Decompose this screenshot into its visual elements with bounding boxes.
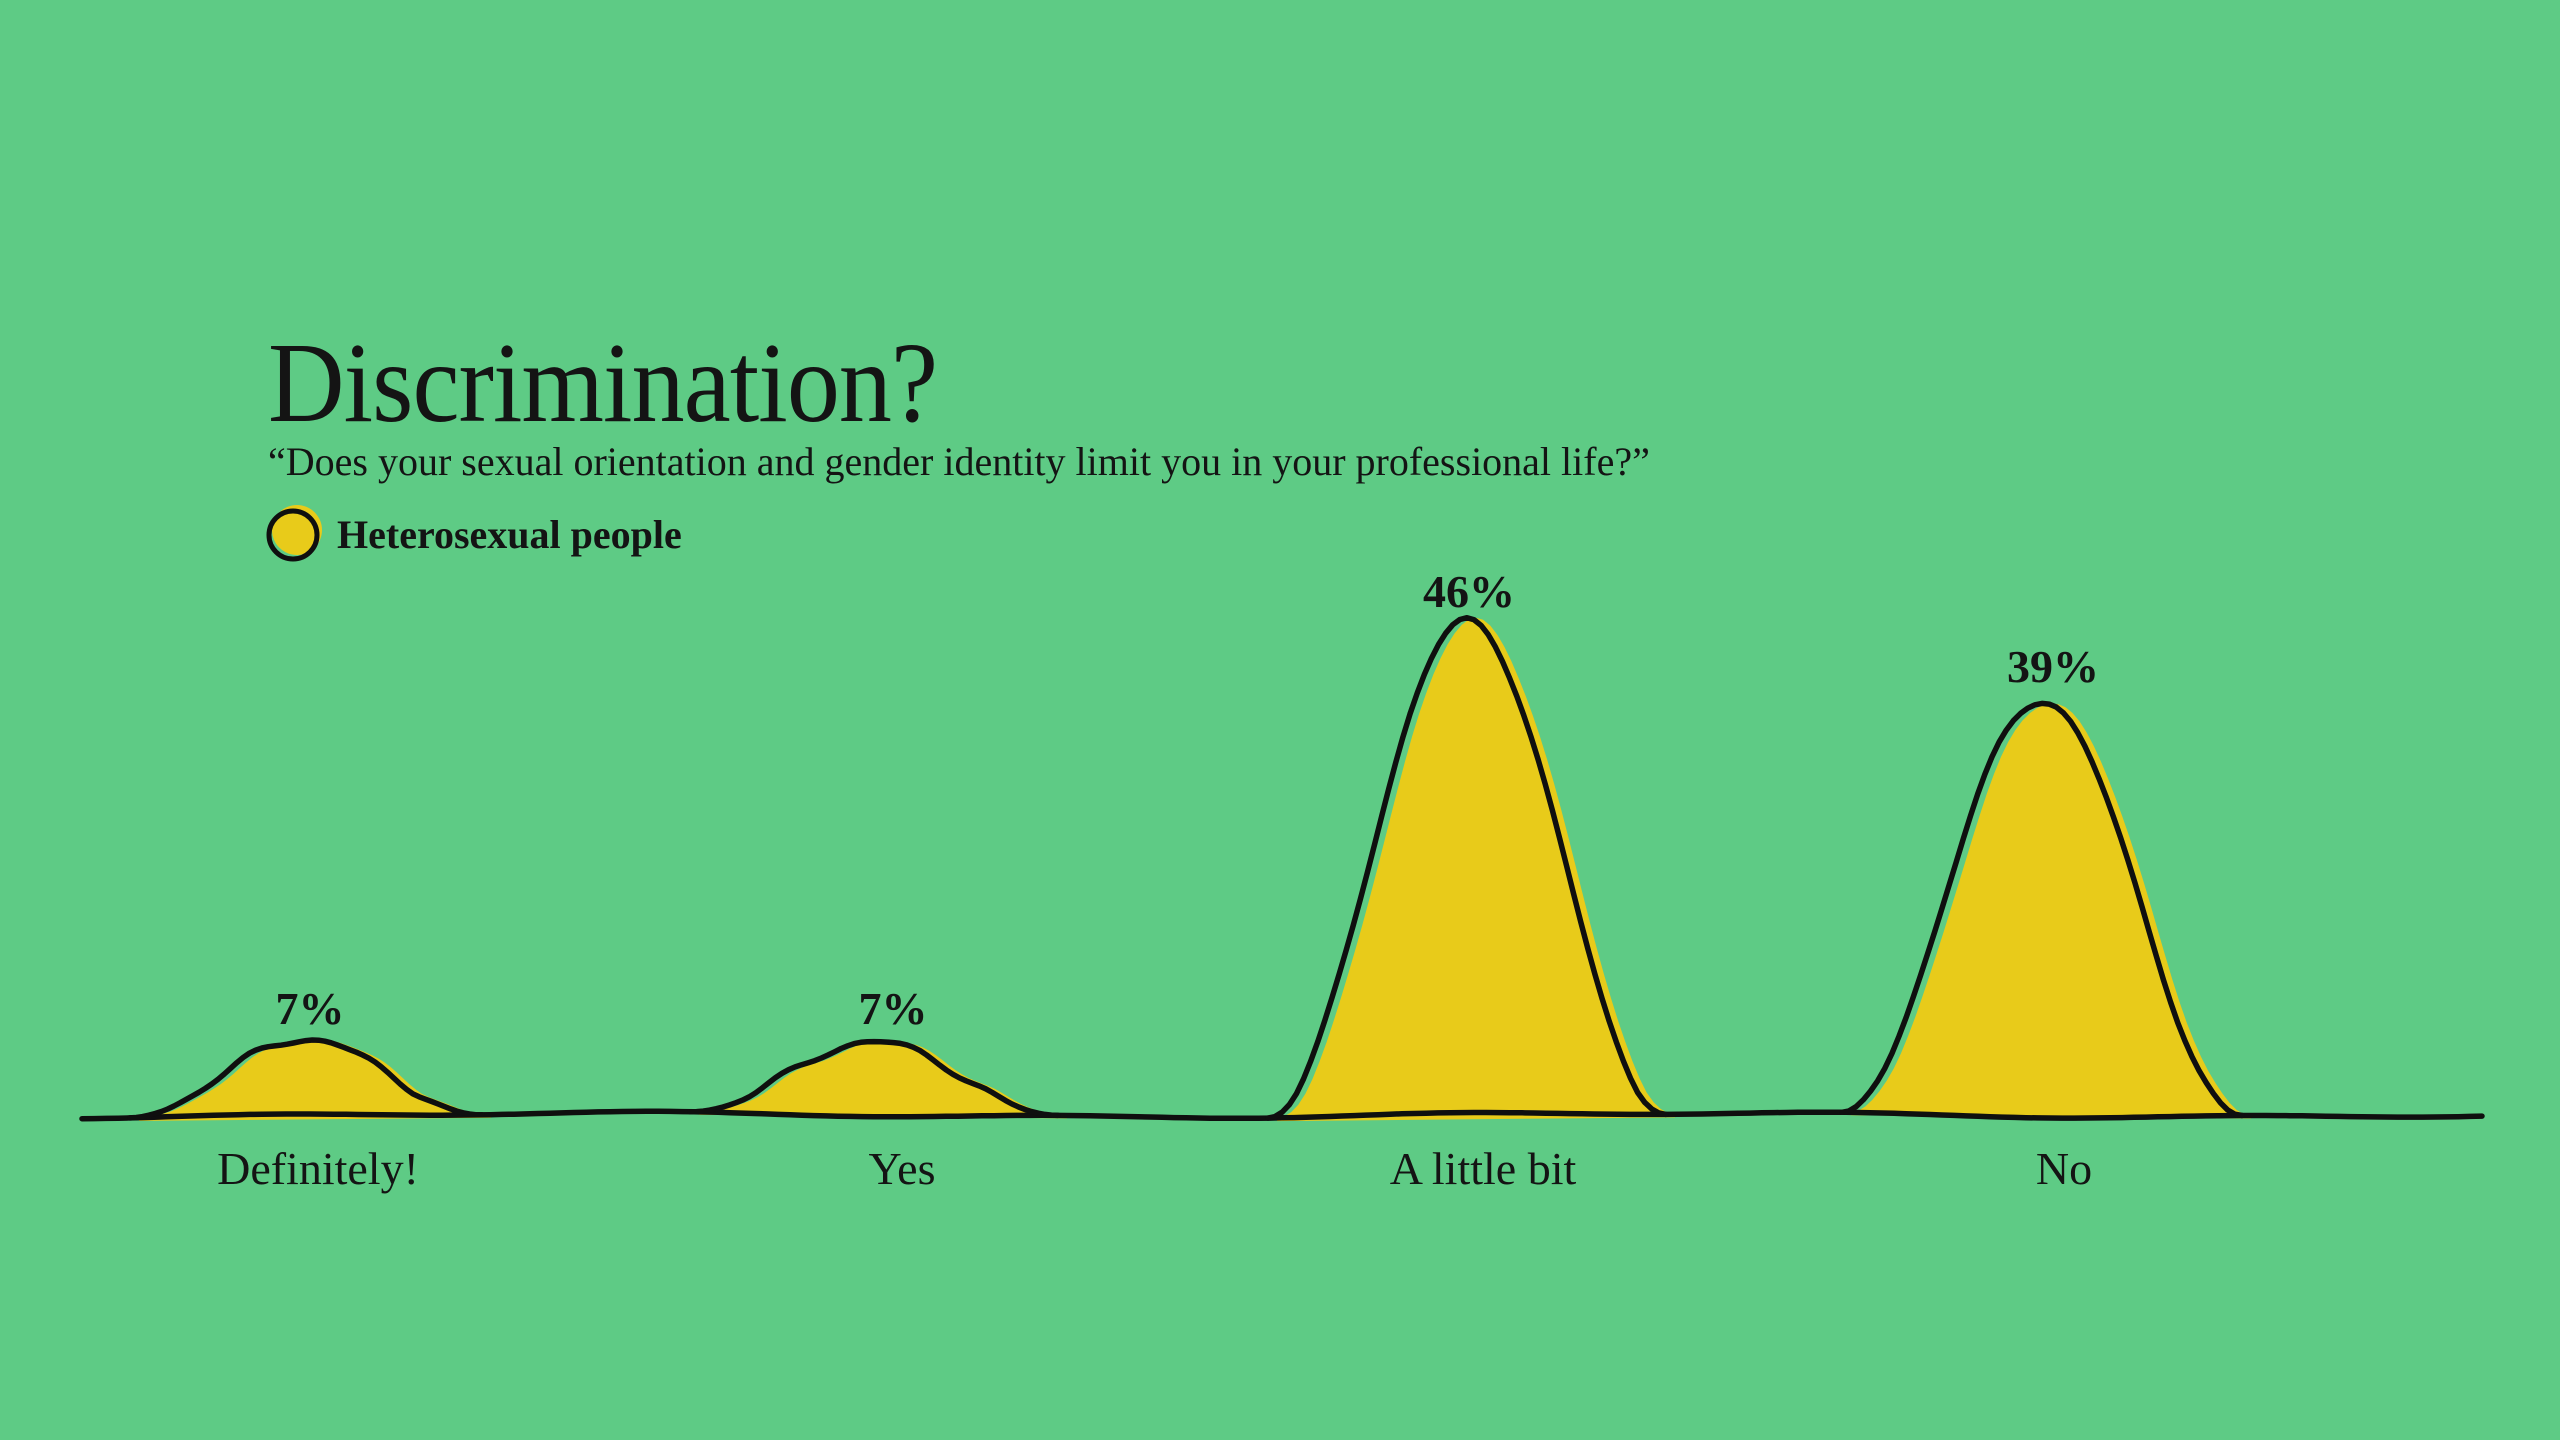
bump-outline-yes [687,1038,1061,1119]
survey-question-subtitle: “Does your sexual orientation and gender… [268,439,1650,484]
bump-fill-definitely [139,1040,491,1121]
bump-fill-no [1851,703,2251,1119]
legend-swatch-outline-circle [266,508,320,562]
legend: Heterosexual people [263,505,682,565]
bump-fill-a-little-bit [1277,617,1675,1122]
bump-outline-no [1839,700,2245,1119]
page-title: Discrimination? [268,319,938,447]
legend-swatch-icon [266,505,322,562]
bump-outline-definitely [127,1037,485,1121]
bump-fill-yes [699,1041,1067,1119]
bump-outline-a-little-bit [1265,614,1669,1121]
legend-label: Heterosexual people [337,512,682,557]
